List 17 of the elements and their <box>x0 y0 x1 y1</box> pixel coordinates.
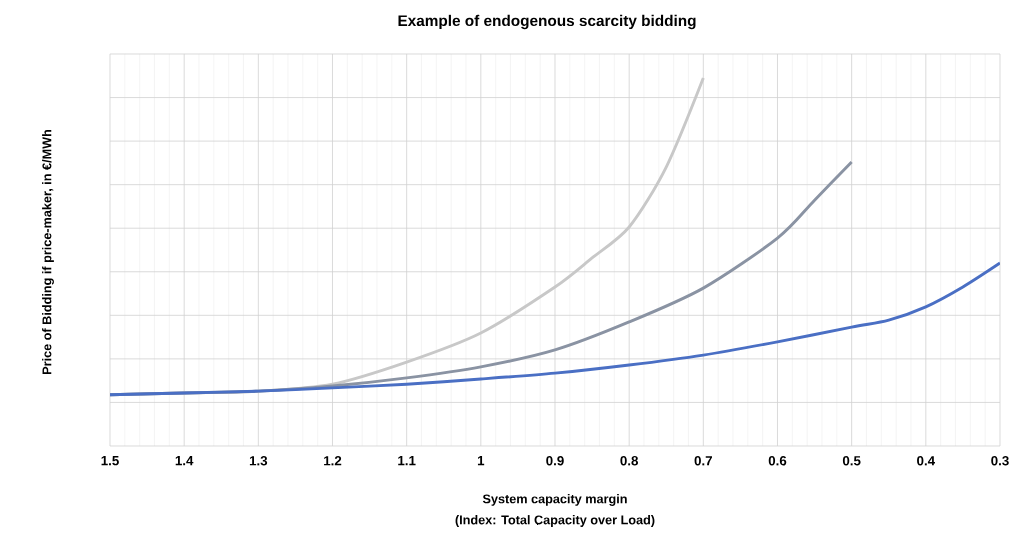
x-tick-label: 0.9 <box>546 456 564 466</box>
x-tick-label: 0.8 <box>620 456 639 466</box>
chart-title: Example of endogenous scarcity bidding <box>398 14 696 30</box>
y-axis-title: Price of Bidding if price-maker, in €/MWh <box>42 129 54 374</box>
x-tick-label: 0.4 <box>917 456 936 466</box>
x-tick-label: 1.3 <box>249 456 268 466</box>
x-tick-label: 0.3 <box>991 456 1009 466</box>
x-tick-label: 0.7 <box>694 456 713 466</box>
x-tick-label: 0.6 <box>768 456 787 466</box>
x-axis-title: System capacity margin <box>482 494 627 506</box>
x-tick-label: 1.1 <box>398 456 416 466</box>
text: (Index: Total Capacity over Load) <box>455 515 655 527</box>
x-tick-label: 1 <box>477 456 485 466</box>
x-tick-label: 0.5 <box>842 456 861 466</box>
x-tick-label: 1.4 <box>175 456 194 466</box>
x-tick-label: 1.5 <box>101 456 119 466</box>
x-tick-label: 1.2 <box>324 456 342 466</box>
